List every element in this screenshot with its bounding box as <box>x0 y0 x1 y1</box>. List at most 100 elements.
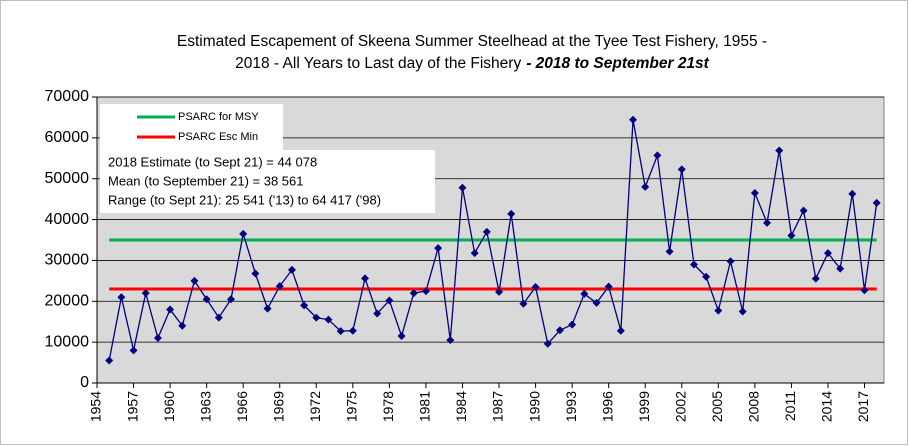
data-point <box>446 336 455 345</box>
annotation-box <box>100 150 435 213</box>
y-tick-label: 0 <box>80 374 89 391</box>
x-tick-label: 2017 <box>855 391 871 422</box>
data-point <box>775 146 784 155</box>
data-point <box>738 307 747 316</box>
chart-title: 2018 - All Years to Last day of the Fish… <box>235 55 710 72</box>
data-point <box>300 301 309 310</box>
data-point <box>616 326 625 335</box>
y-tick-label: 40000 <box>45 211 90 228</box>
x-tick-label: 1978 <box>380 391 396 422</box>
x-tick-label: 1984 <box>453 391 469 422</box>
data-point <box>312 313 321 322</box>
data-point <box>117 293 126 302</box>
x-tick-label: 1993 <box>563 391 579 422</box>
data-point <box>580 289 589 298</box>
data-point <box>677 165 686 174</box>
data-point <box>348 326 357 335</box>
data-point <box>470 249 479 258</box>
data-point <box>190 276 199 285</box>
x-tick-label: 1987 <box>490 391 506 422</box>
x-tick-label: 1954 <box>88 391 104 422</box>
data-point <box>178 321 187 330</box>
data-point <box>531 282 540 291</box>
x-tick-label: 1981 <box>417 391 433 422</box>
data-point <box>799 206 808 215</box>
legend-label: PSARC Esc Min <box>178 131 258 143</box>
y-tick-label: 50000 <box>45 170 90 187</box>
data-point <box>373 309 382 318</box>
x-tick-label: 2008 <box>746 391 762 422</box>
data-point <box>482 227 491 236</box>
x-tick-label: 1975 <box>344 391 360 422</box>
data-point <box>251 269 260 278</box>
data-point <box>324 315 333 324</box>
x-tick-label: 1996 <box>599 391 615 422</box>
data-point <box>336 327 345 336</box>
data-point <box>555 326 564 335</box>
x-tick-label: 1963 <box>197 391 213 422</box>
data-point <box>397 332 406 341</box>
data-point <box>836 264 845 273</box>
data-point <box>750 189 759 198</box>
x-tick-label: 1957 <box>124 391 140 422</box>
y-tick-label: 70000 <box>45 88 90 105</box>
data-point <box>239 229 248 238</box>
data-point <box>702 272 711 281</box>
y-tick-label: 30000 <box>45 252 90 269</box>
data-point <box>653 151 662 160</box>
data-point <box>872 198 881 207</box>
y-tick-label: 20000 <box>45 293 90 310</box>
annotation: Mean (to September 21) = 38 561 <box>108 173 303 188</box>
data-point <box>227 295 236 304</box>
data-point <box>263 304 272 313</box>
data-line <box>108 119 878 361</box>
data-point <box>823 249 832 258</box>
data-point <box>568 320 577 329</box>
data-point <box>543 339 552 348</box>
x-tick-label: 1960 <box>161 391 177 422</box>
data-point <box>275 282 284 291</box>
data-point <box>592 298 601 307</box>
x-tick-label: 2002 <box>672 391 688 422</box>
y-tick-label: 60000 <box>45 129 90 146</box>
data-point <box>604 282 613 291</box>
data-point <box>495 287 504 296</box>
data-point <box>714 306 723 315</box>
data-point <box>287 265 296 274</box>
data-point <box>409 289 418 298</box>
chart-title: Estimated Escapement of Skeena Summer St… <box>177 33 767 50</box>
annotation: Range (to Sept 21): 25 541 ('13) to 64 4… <box>108 192 381 207</box>
data-point <box>507 209 516 218</box>
x-tick-label: 2005 <box>709 391 725 422</box>
data-point <box>860 286 869 295</box>
data-point <box>434 244 443 253</box>
data-point <box>129 346 138 355</box>
data-point <box>458 183 467 192</box>
data-point <box>385 296 394 305</box>
data-point <box>689 260 698 269</box>
data-point <box>665 247 674 256</box>
data-point <box>153 334 162 343</box>
data-point <box>202 295 211 304</box>
chart-title-line: 2018 - All Years to Last day of the Fish… <box>235 55 521 72</box>
legend-box <box>100 104 283 150</box>
data-point <box>763 218 772 227</box>
data-point <box>519 299 528 308</box>
data-point <box>726 257 735 266</box>
data-point <box>848 189 857 198</box>
x-tick-label: 1966 <box>234 391 250 422</box>
data-point <box>141 289 150 298</box>
y-tick-label: 10000 <box>45 333 90 350</box>
legend-label: PSARC for MSY <box>178 111 259 123</box>
data-point <box>166 305 175 314</box>
data-point <box>629 115 638 124</box>
x-tick-label: 1972 <box>307 391 323 422</box>
annotation: 2018 Estimate (to Sept 21) = 44 078 <box>108 154 317 169</box>
x-tick-label: 2011 <box>782 391 798 421</box>
chart-title-emphasis: - 2018 to September 21st <box>526 55 709 72</box>
x-tick-label: 2014 <box>819 391 835 422</box>
data-point <box>787 231 796 240</box>
x-tick-label: 1999 <box>636 391 652 422</box>
data-point <box>361 274 370 283</box>
